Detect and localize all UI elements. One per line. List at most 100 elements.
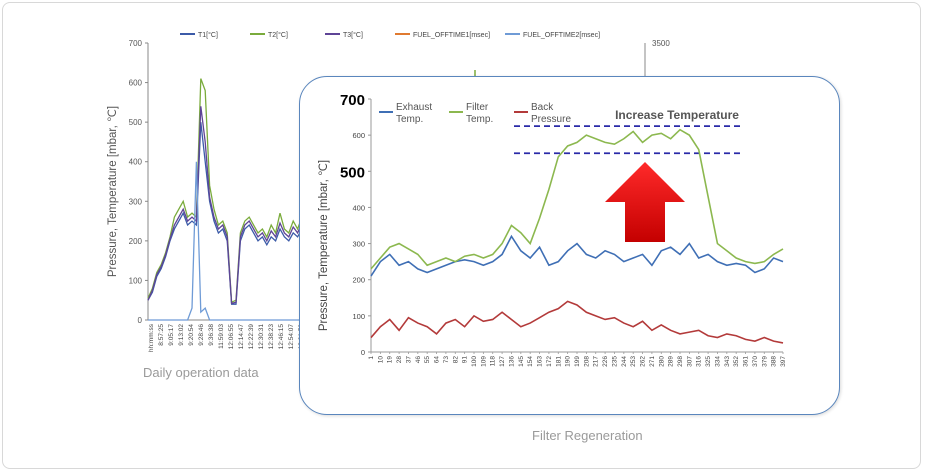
y-tick-label: 600 — [129, 79, 143, 88]
x-tick-label: 55 — [424, 356, 431, 364]
x-tick-label: 289 — [668, 356, 675, 367]
y-tick-label: 500 — [129, 118, 143, 127]
x-tick-label: 19 — [387, 356, 394, 364]
series-line — [370, 300, 784, 344]
x-tick-label: 8:57:25 — [158, 324, 165, 346]
x-tick-label: 9:05:17 — [168, 324, 175, 346]
y-tick-label: 200 — [129, 237, 143, 246]
y-tick-label: 700 — [129, 39, 143, 48]
y-tick-label: 0 — [361, 348, 365, 357]
x-tick-label: 10 — [377, 356, 384, 364]
legend-label-line1: Back — [531, 102, 554, 113]
y-tick-label-highlight: 500 — [340, 164, 365, 181]
y-axis-label: Pressure, Temperature [mbar, ℃] — [107, 106, 119, 277]
x-tick-label: 64 — [434, 356, 441, 364]
x-tick-label: 28 — [396, 356, 403, 364]
series-line — [147, 78, 303, 304]
y-tick-label: 300 — [129, 197, 143, 206]
series-line — [147, 106, 303, 305]
y-tick-label-highlight: 700 — [340, 92, 365, 109]
x-tick-label: 9:28:46 — [198, 324, 205, 346]
series-line — [370, 234, 784, 277]
x-tick-label: 334 — [714, 356, 721, 367]
y-tick-label: 600 — [352, 131, 365, 140]
x-tick-label: 244 — [621, 356, 628, 367]
y-tick-label: 0 — [138, 316, 143, 325]
x-tick-label: 253 — [630, 356, 637, 367]
x-tick-label: 163 — [537, 356, 544, 367]
x-tick-label: 343 — [724, 356, 731, 367]
y-tick-label: 100 — [352, 312, 365, 321]
x-tick-label: 352 — [733, 356, 740, 367]
legend-label-line1: Exhaust — [396, 102, 432, 113]
x-tick-label: 12:22:39 — [248, 324, 255, 350]
x-tick-label: 379 — [761, 356, 768, 367]
x-tick-label: 226 — [602, 356, 609, 367]
y-tick-label: 400 — [352, 203, 365, 212]
x-tick-label: 12:14:47 — [238, 324, 245, 350]
series-line — [147, 122, 303, 305]
x-tick-label: 190 — [565, 356, 572, 367]
x-tick-label: 109 — [480, 356, 487, 367]
y2-tick-label: 3500 — [652, 39, 670, 48]
x-tick-label: 388 — [771, 356, 778, 367]
legend-label-line2: Temp. — [396, 114, 423, 125]
x-tick-label: 271 — [649, 356, 656, 367]
x-tick-label: 208 — [583, 356, 590, 367]
legend-label: T1[°C] — [198, 31, 218, 39]
legend-label-line2: Temp. — [466, 114, 493, 125]
x-tick-label: 217 — [593, 356, 600, 367]
x-tick-label: 307 — [686, 356, 693, 367]
x-tick-label: 12:30:31 — [258, 324, 265, 350]
x-tick-label: 370 — [752, 356, 759, 367]
x-tick-label: 37 — [405, 356, 412, 364]
annotation-increase-temperature: Increase Temperature — [615, 108, 739, 122]
y-tick-label: 400 — [129, 158, 143, 167]
increase-arrow-icon — [605, 162, 685, 242]
x-tick-label: 11:59:03 — [218, 324, 225, 349]
x-tick-label: 12:46:15 — [278, 324, 285, 350]
x-tick-label: 118 — [490, 356, 497, 367]
x-tick-label: 127 — [499, 356, 506, 367]
x-tick-label: 12:06:55 — [228, 324, 235, 350]
legend-label: FUEL_OFFTIME2[msec] — [523, 32, 600, 39]
y-tick-label: 200 — [352, 276, 365, 285]
y-tick-label: 300 — [352, 240, 365, 249]
x-tick-label: 325 — [705, 356, 712, 367]
legend-label: T2[°C] — [268, 31, 288, 39]
y-tick-label: 100 — [129, 276, 143, 285]
series-line — [370, 128, 784, 270]
x-tick-label: 262 — [640, 356, 647, 367]
x-tick-label: 91 — [462, 356, 469, 364]
filter-regeneration-chart: 0 100 200 300 400 500 600 700 Pressure, Temperat… — [318, 92, 787, 367]
caption-daily-operation: Daily operation data — [143, 365, 259, 380]
x-tick-label: 12:38:23 — [268, 324, 275, 350]
x-tick-label: 9:13:02 — [178, 324, 185, 346]
legend-label: T3[°C] — [343, 31, 363, 39]
x-tick-label: 12:54:07 — [288, 324, 295, 350]
legend-label-line1: Filter — [466, 102, 489, 113]
x-tick-label: 199 — [574, 356, 581, 367]
x-tick-label: 82 — [452, 356, 459, 364]
legend-label-line2: Pressure — [531, 114, 571, 125]
x-tick-label: 9:20:54 — [188, 324, 195, 346]
x-tick-label: 361 — [743, 356, 750, 367]
filter-regeneration-panel — [299, 76, 840, 415]
x-tick-label: 154 — [527, 356, 534, 367]
x-tick-label: 280 — [658, 356, 665, 367]
x-tick-label: 145 — [518, 356, 525, 367]
x-tick-label: 1 — [368, 356, 375, 360]
x-tick-label: 73 — [443, 356, 450, 364]
series-line — [148, 161, 302, 321]
x-tick-label: 316 — [696, 356, 703, 367]
x-tick-label: 100 — [471, 356, 478, 367]
x-tick-label: 9:36:38 — [208, 324, 215, 346]
caption-filter-regeneration: Filter Regeneration — [532, 428, 643, 443]
x-tick-label: 235 — [611, 356, 618, 367]
x-tick-label: 397 — [780, 356, 787, 367]
y-axis-label: Pressure, Temperature [mbar, ℃] — [318, 160, 330, 331]
x-tick-label: 298 — [677, 356, 684, 367]
x-tick-label: 46 — [415, 356, 422, 364]
x-tick-label: 172 — [546, 356, 553, 367]
